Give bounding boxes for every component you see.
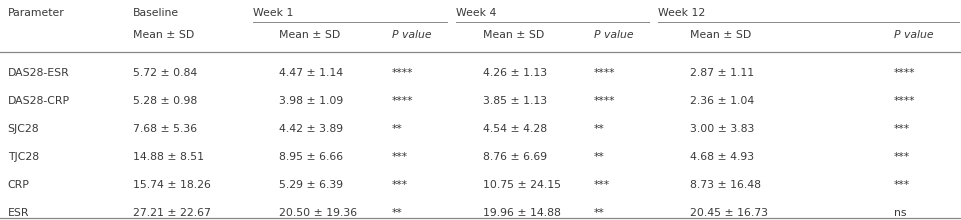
- Text: 8.76 ± 6.69: 8.76 ± 6.69: [483, 152, 548, 162]
- Text: ***: ***: [894, 180, 910, 190]
- Text: ****: ****: [594, 68, 615, 78]
- Text: TJC28: TJC28: [8, 152, 38, 162]
- Text: 2.36 ± 1.04: 2.36 ± 1.04: [690, 96, 754, 106]
- Text: ****: ****: [594, 96, 615, 106]
- Text: 4.42 ± 3.89: 4.42 ± 3.89: [279, 124, 343, 134]
- Text: Week 1: Week 1: [253, 8, 293, 18]
- Text: Mean ± SD: Mean ± SD: [279, 30, 340, 40]
- Text: 10.75 ± 24.15: 10.75 ± 24.15: [483, 180, 561, 190]
- Text: ESR: ESR: [8, 208, 29, 218]
- Text: DAS28-CRP: DAS28-CRP: [8, 96, 70, 106]
- Text: P value: P value: [594, 30, 633, 40]
- Text: SJC28: SJC28: [8, 124, 39, 134]
- Text: 5.28 ± 0.98: 5.28 ± 0.98: [133, 96, 197, 106]
- Text: 3.85 ± 1.13: 3.85 ± 1.13: [483, 96, 548, 106]
- Text: ***: ***: [392, 180, 408, 190]
- Text: Week 4: Week 4: [456, 8, 497, 18]
- Text: **: **: [392, 124, 403, 134]
- Text: 3.00 ± 3.83: 3.00 ± 3.83: [690, 124, 754, 134]
- Text: 27.21 ± 22.67: 27.21 ± 22.67: [133, 208, 210, 218]
- Text: 14.88 ± 8.51: 14.88 ± 8.51: [133, 152, 204, 162]
- Text: ****: ****: [894, 68, 915, 78]
- Text: ***: ***: [894, 152, 910, 162]
- Text: 2.87 ± 1.11: 2.87 ± 1.11: [690, 68, 754, 78]
- Text: 4.47 ± 1.14: 4.47 ± 1.14: [279, 68, 343, 78]
- Text: 8.73 ± 16.48: 8.73 ± 16.48: [690, 180, 761, 190]
- Text: 3.98 ± 1.09: 3.98 ± 1.09: [279, 96, 343, 106]
- Text: **: **: [594, 208, 604, 218]
- Text: ****: ****: [894, 96, 915, 106]
- Text: Mean ± SD: Mean ± SD: [133, 30, 194, 40]
- Text: 20.50 ± 19.36: 20.50 ± 19.36: [279, 208, 357, 218]
- Text: ***: ***: [392, 152, 408, 162]
- Text: ***: ***: [594, 180, 610, 190]
- Text: **: **: [392, 208, 403, 218]
- Text: ****: ****: [392, 68, 413, 78]
- Text: Mean ± SD: Mean ± SD: [483, 30, 545, 40]
- Text: 4.26 ± 1.13: 4.26 ± 1.13: [483, 68, 548, 78]
- Text: Week 12: Week 12: [658, 8, 705, 18]
- Text: P value: P value: [392, 30, 431, 40]
- Text: 4.54 ± 4.28: 4.54 ± 4.28: [483, 124, 548, 134]
- Text: **: **: [594, 152, 604, 162]
- Text: Parameter: Parameter: [8, 8, 64, 18]
- Text: DAS28-ESR: DAS28-ESR: [8, 68, 69, 78]
- Text: ****: ****: [392, 96, 413, 106]
- Text: 15.74 ± 18.26: 15.74 ± 18.26: [133, 180, 210, 190]
- Text: P value: P value: [894, 30, 933, 40]
- Text: ***: ***: [894, 124, 910, 134]
- Text: 5.29 ± 6.39: 5.29 ± 6.39: [279, 180, 343, 190]
- Text: 19.96 ± 14.88: 19.96 ± 14.88: [483, 208, 561, 218]
- Text: 5.72 ± 0.84: 5.72 ± 0.84: [133, 68, 197, 78]
- Text: 4.68 ± 4.93: 4.68 ± 4.93: [690, 152, 754, 162]
- Text: ns: ns: [894, 208, 906, 218]
- Text: 20.45 ± 16.73: 20.45 ± 16.73: [690, 208, 768, 218]
- Text: 7.68 ± 5.36: 7.68 ± 5.36: [133, 124, 197, 134]
- Text: Mean ± SD: Mean ± SD: [690, 30, 752, 40]
- Text: Baseline: Baseline: [133, 8, 179, 18]
- Text: CRP: CRP: [8, 180, 30, 190]
- Text: 8.95 ± 6.66: 8.95 ± 6.66: [279, 152, 343, 162]
- Text: **: **: [594, 124, 604, 134]
